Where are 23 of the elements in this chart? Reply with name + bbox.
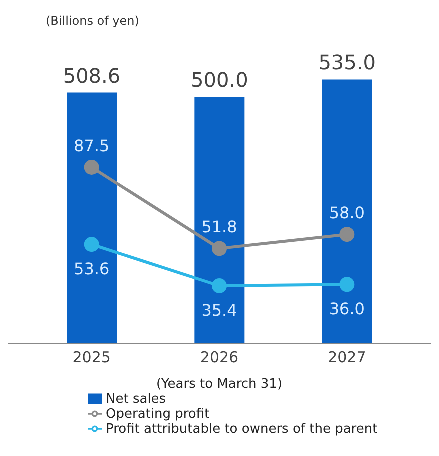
point (340, 277, 355, 292)
x-tick-label: 2026 (200, 348, 239, 367)
point (212, 278, 227, 294)
point (84, 160, 100, 175)
legend-label: Profit attributable to owners of the parent (106, 422, 378, 437)
data-label: 36.0 (329, 300, 365, 319)
data-label: 53.6 (74, 260, 110, 279)
data-label: 51.8 (202, 218, 238, 237)
data-label: 58.0 (329, 204, 365, 223)
x-tick-label: 2027 (328, 348, 366, 367)
data-label: 500.0 (191, 68, 248, 92)
legend-label: Net sales (106, 392, 166, 407)
data-label: 508.6 (63, 64, 121, 88)
point (340, 227, 355, 242)
x-axis-title: (Years to March 31) (156, 377, 283, 392)
legend-label: Operating profit (106, 407, 210, 422)
data-label: 535.0 (318, 50, 376, 75)
data-label: 35.4 (202, 301, 238, 320)
x-tick-label: 2025 (72, 348, 111, 367)
point (212, 241, 227, 256)
point (84, 237, 100, 252)
y-axis-title: (Billions of yen) (46, 14, 140, 28)
data-label: 87.5 (74, 136, 110, 156)
